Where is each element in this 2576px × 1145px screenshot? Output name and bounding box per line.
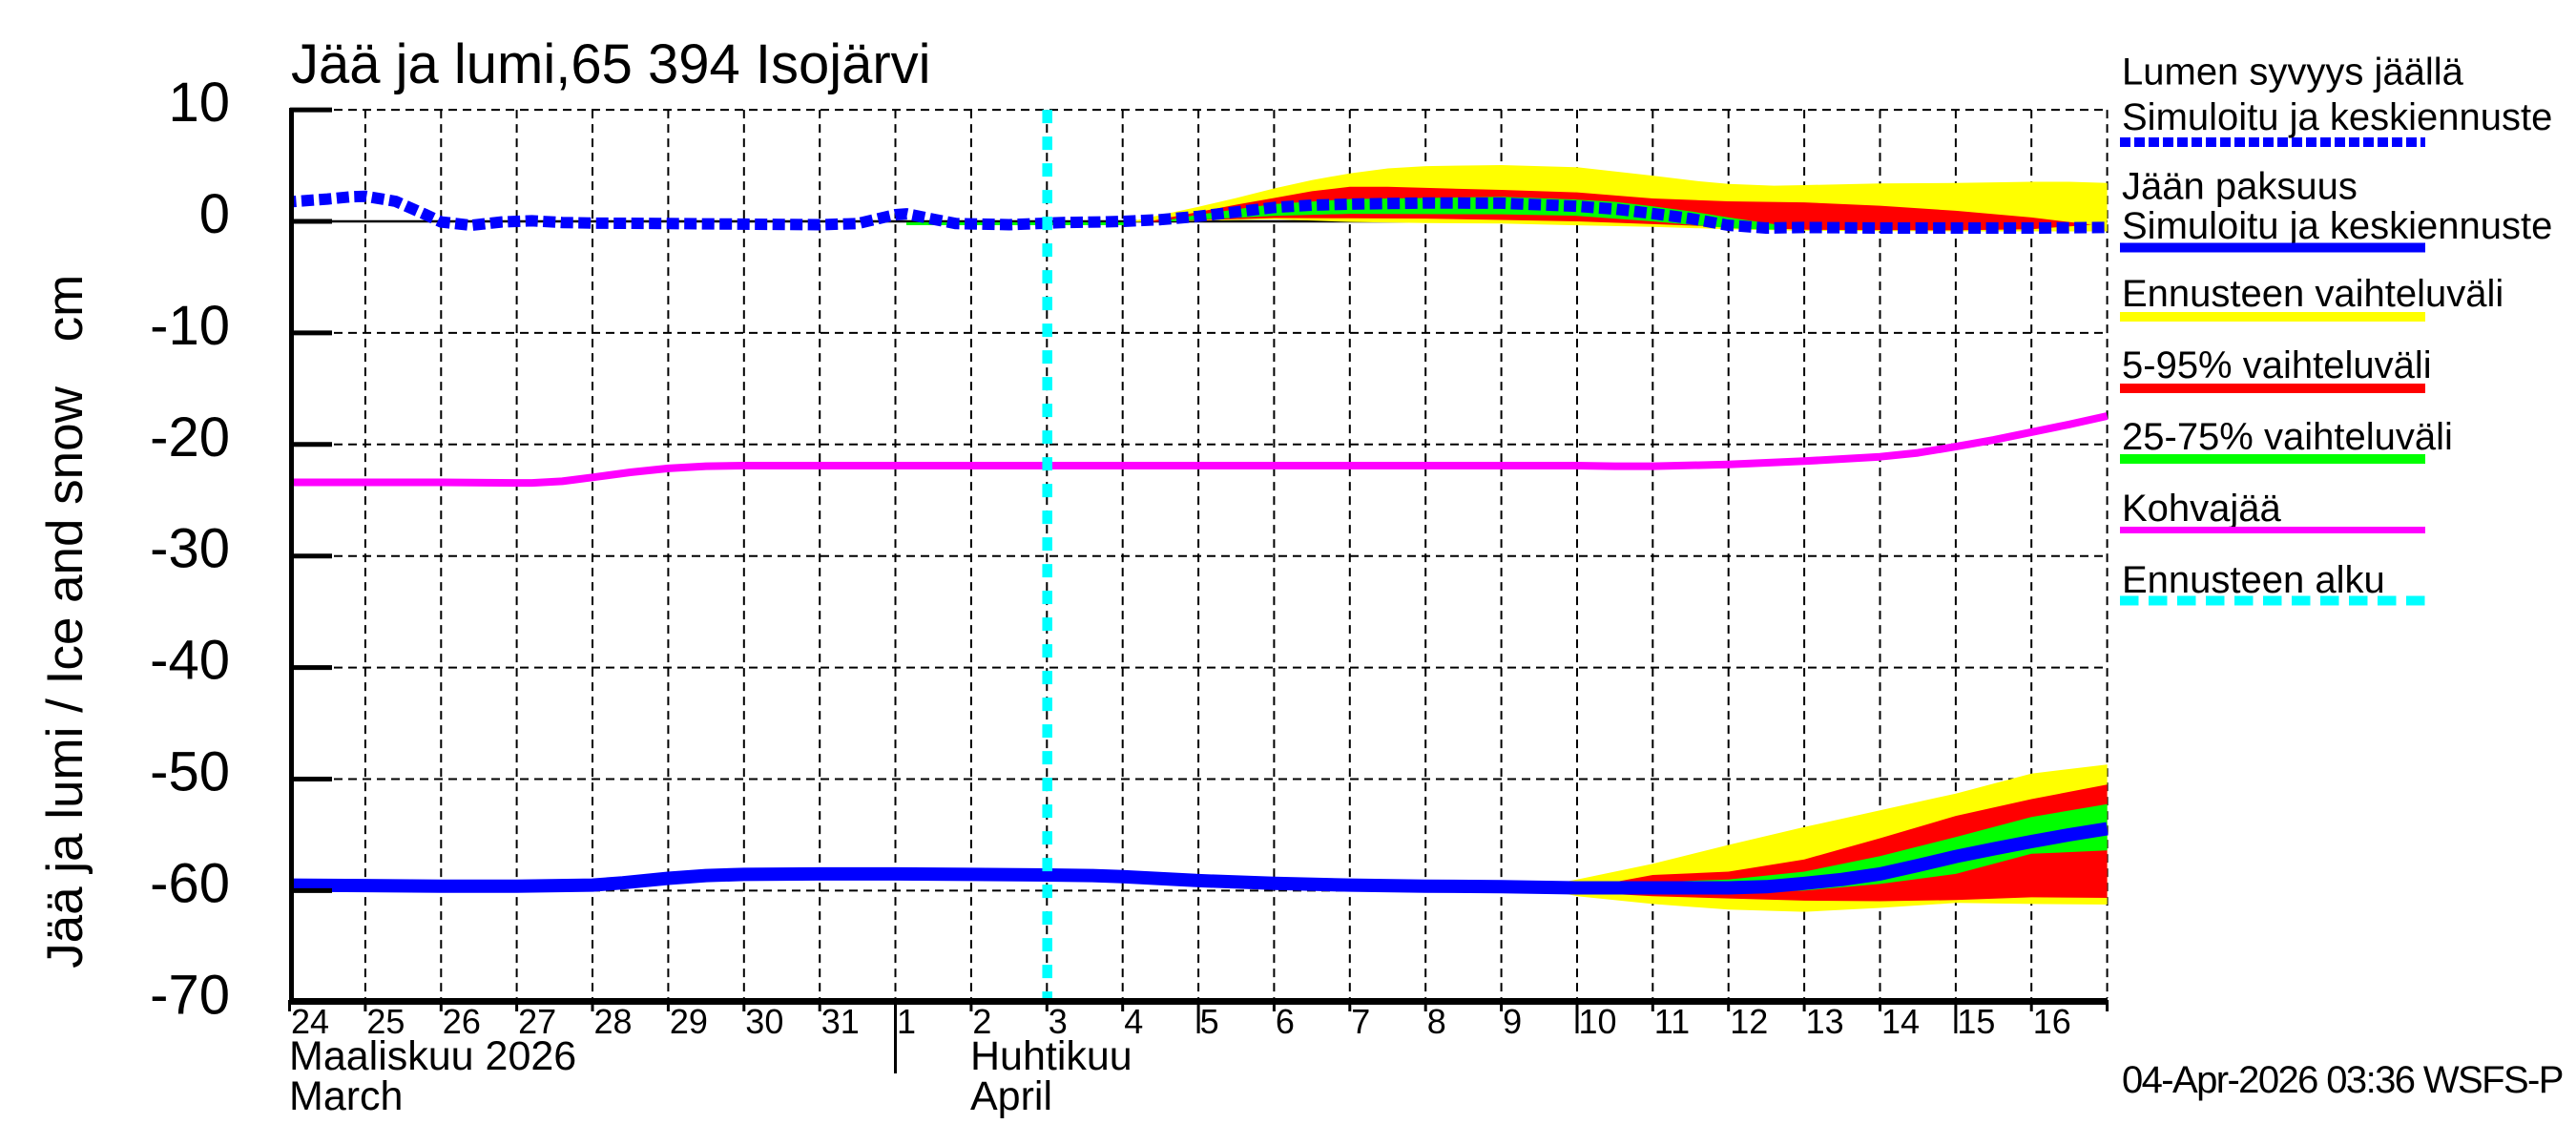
svg-text:Kohvajää: Kohvajää: [2122, 488, 2282, 530]
svg-text:27: 27: [518, 1002, 556, 1041]
svg-text:2: 2: [972, 1002, 991, 1041]
svg-text:5: 5: [1200, 1002, 1219, 1041]
svg-text:Jää ja lumi / Ice and snow: Jää ja lumi / Ice and snow: [37, 385, 93, 968]
svg-text:25-75% vaihteluväli: 25-75% vaihteluväli: [2122, 416, 2453, 458]
svg-text:cm: cm: [37, 275, 93, 343]
svg-text:10: 10: [1579, 1002, 1617, 1041]
svg-text:-40: -40: [150, 630, 230, 692]
svg-text:-70: -70: [150, 964, 230, 1026]
svg-text:31: 31: [821, 1002, 860, 1041]
svg-text:9: 9: [1503, 1002, 1522, 1041]
svg-text:6: 6: [1276, 1002, 1295, 1041]
svg-text:Simuloitu ja keskiennuste: Simuloitu ja keskiennuste: [2122, 96, 2552, 138]
svg-text:Lumen syvyys jäällä: Lumen syvyys jäällä: [2122, 52, 2464, 94]
svg-text:Jää ja lumi,65 394 Isojärvi: Jää ja lumi,65 394 Isojärvi: [291, 33, 931, 95]
svg-text:Ennusteen alku: Ennusteen alku: [2122, 559, 2385, 601]
svg-text:Ennusteen vaihteluväli: Ennusteen vaihteluväli: [2122, 273, 2503, 315]
svg-text:7: 7: [1351, 1002, 1370, 1041]
svg-text:28: 28: [594, 1002, 633, 1041]
svg-text:-50: -50: [150, 741, 230, 803]
svg-text:1: 1: [897, 1002, 916, 1041]
svg-text:Maaliskuu 2026: Maaliskuu 2026: [289, 1033, 576, 1079]
svg-text:-20: -20: [150, 406, 230, 468]
svg-text:12: 12: [1730, 1002, 1768, 1041]
svg-text:-30: -30: [150, 518, 230, 580]
svg-text:16: 16: [2033, 1002, 2071, 1041]
svg-text:04-Apr-2026 03:36 WSFS-P: 04-Apr-2026 03:36 WSFS-P: [2122, 1059, 2563, 1101]
svg-text:April: April: [970, 1073, 1052, 1119]
svg-text:14: 14: [1881, 1002, 1920, 1041]
svg-text:-60: -60: [150, 852, 230, 914]
svg-text:11: 11: [1654, 1002, 1690, 1041]
svg-text:Jään paksuus: Jään paksuus: [2122, 166, 2358, 208]
svg-text:29: 29: [670, 1002, 708, 1041]
svg-text:Simuloitu ja keskiennuste: Simuloitu ja keskiennuste: [2122, 205, 2552, 247]
svg-text:Huhtikuu: Huhtikuu: [970, 1033, 1132, 1079]
svg-text:13: 13: [1806, 1002, 1844, 1041]
svg-text:-10: -10: [150, 295, 230, 357]
svg-text:5-95% vaihteluväli: 5-95% vaihteluväli: [2122, 344, 2432, 386]
svg-text:26: 26: [443, 1002, 481, 1041]
svg-text:8: 8: [1427, 1002, 1446, 1041]
svg-text:30: 30: [745, 1002, 783, 1041]
svg-text:3: 3: [1049, 1002, 1068, 1041]
svg-text:25: 25: [366, 1002, 405, 1041]
svg-text:24: 24: [291, 1002, 329, 1041]
svg-text:0: 0: [199, 183, 230, 245]
svg-text:15: 15: [1957, 1002, 1995, 1041]
svg-text:March: March: [289, 1073, 403, 1119]
svg-text:4: 4: [1124, 1002, 1143, 1041]
svg-text:10: 10: [168, 72, 230, 134]
